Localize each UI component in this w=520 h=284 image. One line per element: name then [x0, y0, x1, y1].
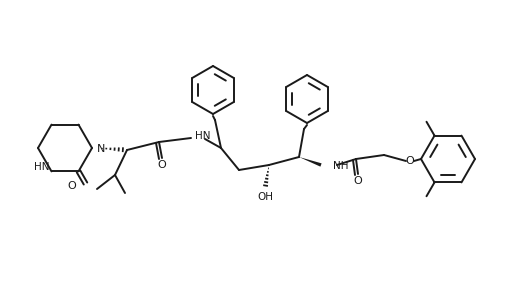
Text: O: O: [406, 156, 414, 166]
Polygon shape: [299, 157, 321, 167]
Text: N: N: [97, 144, 106, 154]
Text: NH: NH: [333, 161, 348, 171]
Text: O: O: [67, 181, 76, 191]
Text: O: O: [158, 160, 166, 170]
Text: HN: HN: [195, 131, 211, 141]
Text: OH: OH: [257, 192, 273, 202]
Text: O: O: [354, 176, 362, 186]
Text: HN: HN: [34, 162, 49, 172]
